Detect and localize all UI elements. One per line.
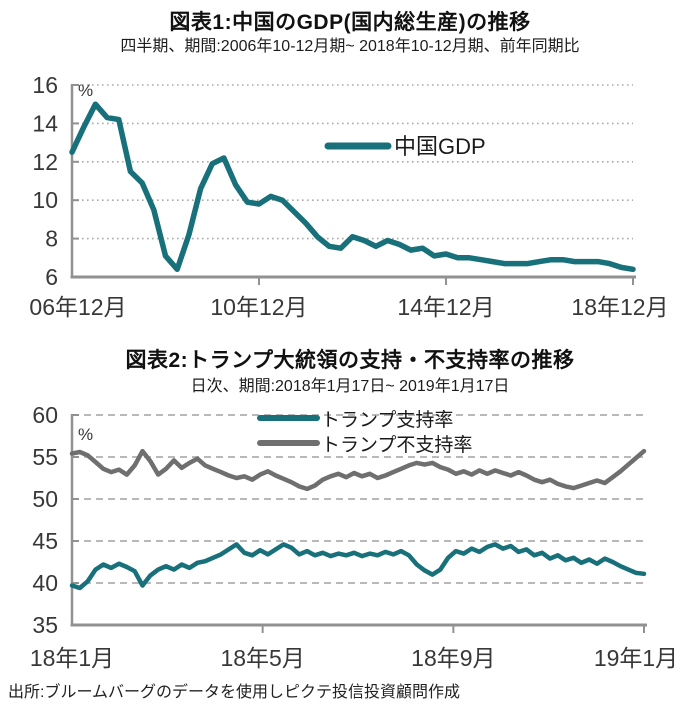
x-tick-label: 18年1月 bbox=[30, 645, 114, 671]
y-tick-label: 35 bbox=[32, 612, 58, 638]
x-tick-label: 10年12月 bbox=[210, 294, 307, 320]
y-tick-label: 8 bbox=[45, 226, 58, 252]
series-line bbox=[69, 542, 647, 591]
y-tick-label: 45 bbox=[32, 528, 58, 554]
y-tick-label: 40 bbox=[32, 570, 58, 596]
y-tick-label: 6 bbox=[45, 264, 58, 290]
x-tick-label: 06年12月 bbox=[29, 294, 126, 320]
chart2-subtitle: 日次、期間:2018年1月17日~ 2019年1月17日 bbox=[190, 378, 510, 395]
series-line bbox=[69, 101, 636, 273]
series-line bbox=[69, 448, 647, 492]
legend-label: トランプ支持率 bbox=[321, 409, 453, 431]
y-tick-label: 10 bbox=[32, 187, 58, 213]
y-tick-label: 60 bbox=[32, 402, 58, 428]
y-tick-label: 14 bbox=[32, 110, 58, 136]
x-tick-label: 18年9月 bbox=[411, 645, 495, 671]
x-tick-label: 18年12月 bbox=[571, 294, 668, 320]
legend-label: 中国GDP bbox=[394, 134, 486, 159]
legend-label: トランプ不支持率 bbox=[321, 434, 472, 456]
x-tick-label: 19年1月 bbox=[594, 645, 678, 671]
chart2-canvas: 35 40 45 50 55 60% 18年1月 18年5月 18年9月 19年1月 トランプ支持率… bbox=[30, 402, 678, 671]
y-tick-label: 12 bbox=[32, 149, 58, 175]
chart2-title: 図表2:トランプ大統領の支持・不支持率の推移 bbox=[125, 349, 575, 372]
chart1-title: 図表1:中国のGDP(国内総生産)の推移 bbox=[169, 11, 531, 34]
y-tick-label: 55 bbox=[32, 444, 58, 470]
y-unit-label: % bbox=[78, 425, 93, 444]
y-tick-label: 50 bbox=[32, 486, 58, 512]
x-tick-label: 18年5月 bbox=[220, 645, 304, 671]
chart1-subtitle: 四半期、期間:2006年10-12月期~ 2018年10-12月期、前年同期比 bbox=[120, 38, 580, 55]
chart1-canvas: 6 8 10 12 14 16 % 06年12月 10年12月 14年12月 18年12月 中国GDP bbox=[29, 72, 668, 320]
x-tick-label: 14年12月 bbox=[397, 294, 494, 320]
y-tick-label: 16 bbox=[32, 72, 58, 98]
y-unit-label: % bbox=[78, 81, 93, 100]
source-note: 出所:ブルームバーグのデータを使用しピクテ投信投資顧問作成 bbox=[8, 684, 460, 701]
